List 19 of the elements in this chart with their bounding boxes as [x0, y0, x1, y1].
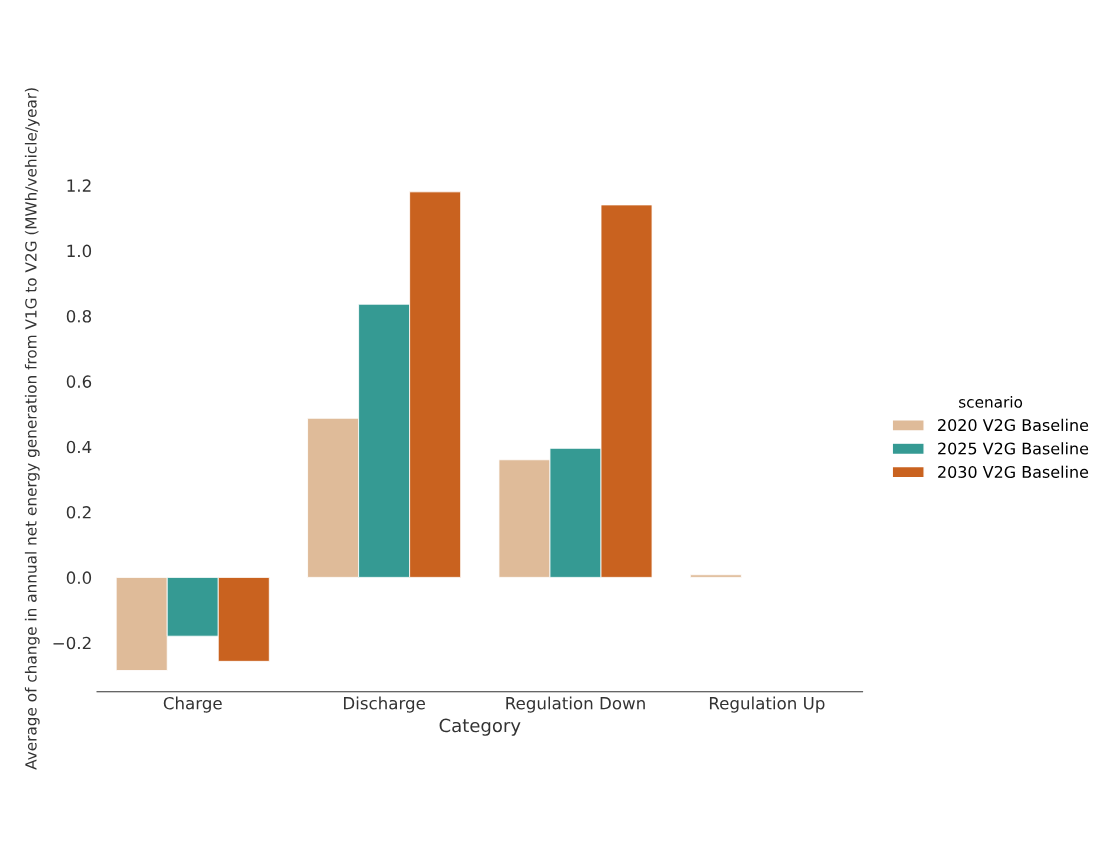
- x-tick-label: Regulation Up: [709, 696, 825, 713]
- y-tick-label: 0.2: [66, 506, 91, 519]
- y-tick-label: 1.0: [67, 244, 92, 258]
- y-tick-label: 0.0: [66, 571, 92, 584]
- y-tick-label: 0.8: [66, 309, 92, 323]
- x-tick-label: Regulation Down: [506, 696, 645, 713]
- legend-label: 2030 V2G Baseline: [938, 465, 1089, 478]
- y-tick-label: 1.2: [67, 179, 91, 192]
- bar: [689, 574, 742, 578]
- x-tick-label: Charge: [163, 696, 222, 713]
- legend-label: 2025 V2G Baseline: [938, 442, 1089, 455]
- x-tick-label: Discharge: [344, 696, 425, 713]
- y-axis-title: Average of change in annual net energy generation from V1G to V2G (MWh/vehicle/year): [24, 88, 40, 770]
- y-tick-label: 0.6: [66, 375, 92, 388]
- y-tick-label: −0.2: [53, 636, 91, 650]
- y-tick-label: 0.4: [66, 440, 92, 454]
- x-axis-title: Category: [439, 718, 521, 736]
- legend-label: 2020 V2G Baseline: [938, 418, 1089, 432]
- legend-title: scenario: [959, 395, 1023, 408]
